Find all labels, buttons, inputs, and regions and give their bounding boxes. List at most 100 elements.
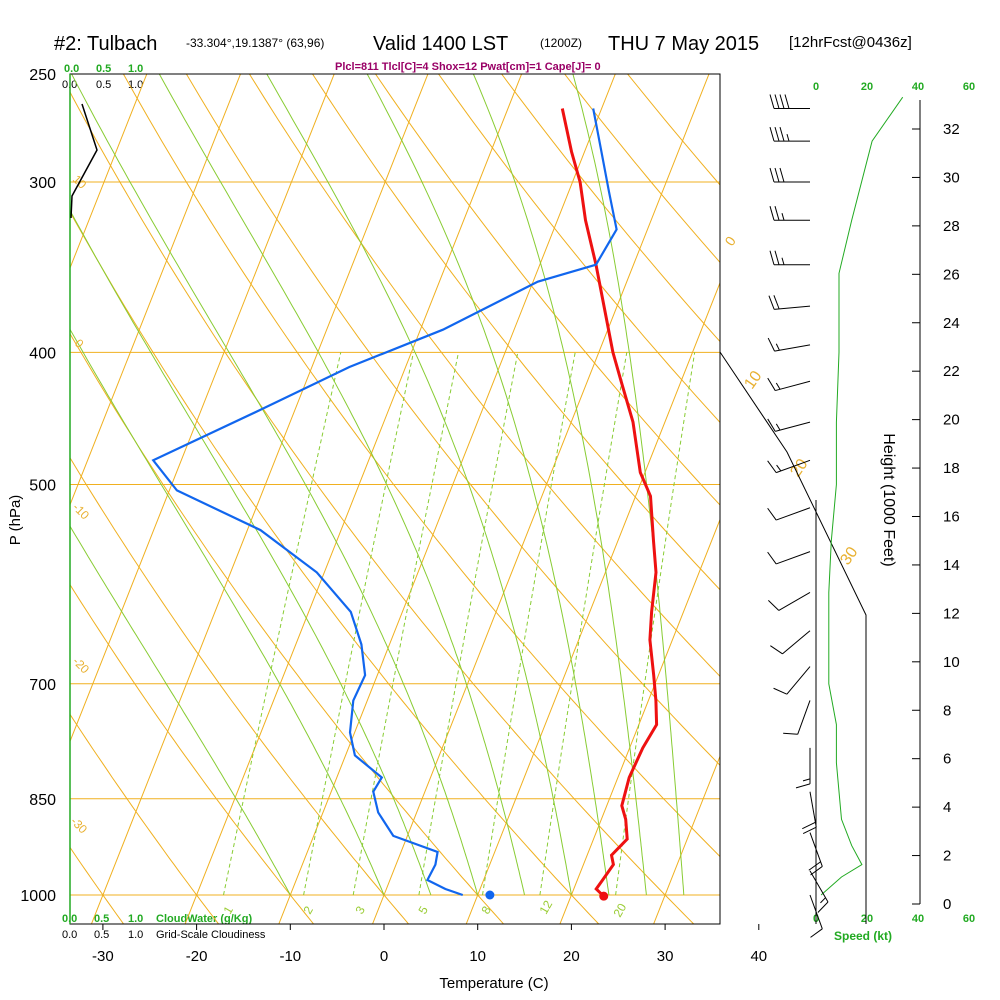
wind-barb-feather	[779, 126, 785, 142]
wind-barb-feather	[783, 732, 798, 735]
wind-barb	[770, 630, 811, 655]
pressure-tick-label: 700	[29, 677, 56, 694]
station-title: #2: Tulbach	[54, 33, 157, 55]
dry-adiabat-line	[70, 713, 219, 924]
wind-barb-feather	[768, 599, 780, 611]
cloudiness-scale-bottom-0: 0.0	[62, 929, 77, 941]
wind-barb	[769, 126, 810, 142]
dewpoint-line	[151, 108, 618, 897]
wind-barb-staff	[774, 305, 811, 310]
wind-barb	[769, 94, 810, 110]
height-tick-label: 28	[943, 218, 960, 235]
x-axis-title: Temperature (C)	[439, 975, 548, 992]
wind-barb-feather	[802, 821, 816, 830]
wind-barb-feather	[767, 460, 777, 473]
mixing-ratio-line	[223, 352, 342, 896]
valid-time: Valid 1400 LST	[373, 33, 508, 55]
stability-indices: Plcl=811 Tlcl[C]=4 Shox=12 Pwat[cm]=1 Ca…	[335, 61, 601, 73]
height-tick-label: 32	[943, 121, 960, 138]
wind-barb-half-feather	[775, 423, 781, 431]
dry-adiabat-line	[122, 74, 720, 858]
cloudwater-scale-top-2: 1.0	[128, 63, 143, 75]
isotherm-line	[184, 74, 523, 924]
height-tick-label: 10	[943, 654, 960, 671]
dry-adiabat-line	[500, 74, 720, 343]
wind-barb-staff	[775, 421, 811, 432]
dry-adiabat-line	[70, 583, 314, 924]
pressure-tick-label: 400	[29, 345, 56, 362]
dry-adiabat-line	[70, 332, 504, 924]
temperature-line	[560, 108, 659, 898]
cloudwater-scale-bottom-2: 1.0	[128, 913, 143, 925]
wind-barb-staff	[797, 700, 811, 735]
isotherm-line	[372, 74, 710, 924]
y-axis-title: P (hPa)	[7, 495, 24, 546]
height-tick-label: 22	[943, 363, 960, 380]
wind-barb-feather	[768, 295, 775, 310]
height-tick-label: 6	[943, 751, 951, 768]
wind-barb-staff	[809, 832, 823, 867]
wind-barb	[808, 832, 823, 876]
dry-adiabat-label: -10	[70, 500, 92, 522]
dry-adiabat-line	[70, 91, 694, 924]
isotherm-line	[90, 74, 429, 924]
speed-bottom-20: 20	[861, 913, 873, 925]
station-coords: -33.304°,19.1387° (63,96)	[186, 36, 324, 50]
cloudiness-scale-top-1: 0.5	[96, 79, 111, 91]
mixing-ratio-line	[418, 352, 519, 896]
isotherm-line	[653, 754, 720, 924]
wind-barb-half-feather	[775, 343, 780, 351]
wind-barb	[783, 700, 811, 735]
mixing-ratio-line	[303, 352, 414, 896]
temperature-tick-label: 40	[750, 948, 767, 965]
wind-barb-feather	[784, 94, 790, 109]
wind-barb	[809, 894, 823, 938]
wind-barb-feather	[767, 507, 777, 521]
surface-dewpoint-marker	[485, 890, 495, 900]
moist-adiabat-line	[158, 74, 525, 896]
wind-barb-feather	[774, 167, 780, 183]
mixing-ratio-label: 3	[352, 903, 368, 916]
mixing-ratio-label: 20	[610, 901, 629, 920]
cloudiness-label: Grid-Scale Cloudiness	[156, 929, 266, 941]
wind-barb-feather	[773, 295, 780, 310]
wind-barb	[767, 459, 811, 474]
temperature-tick-label: -30	[92, 948, 114, 965]
dry-adiabat-line	[70, 210, 599, 924]
wind-panel	[719, 94, 904, 938]
isotherm-label: 30	[837, 544, 861, 568]
wind-barb	[769, 167, 810, 183]
wind-barb-feather	[817, 901, 829, 913]
cloudwater-scale-bottom-1: 0.5	[94, 913, 109, 925]
thermo-reference-lines	[0, 0, 720, 924]
wind-barb-staff	[774, 344, 811, 352]
wind-barb	[767, 337, 811, 352]
cloudwater-label: CloudWater (g/Kg)	[156, 913, 252, 925]
wind-barb	[809, 870, 829, 913]
height-tick-label: 8	[943, 702, 951, 719]
isotherm-line	[70, 74, 335, 743]
wind-barb	[767, 377, 811, 392]
moist-adiabat-line	[572, 74, 685, 896]
wind-barb-half-feather	[781, 213, 785, 221]
pressure-tick-label: 1000	[20, 888, 56, 905]
temperature-tick-label: -20	[186, 948, 208, 965]
wind-barb-feather	[769, 250, 775, 265]
wind-barb-feather	[779, 167, 785, 183]
height-tick-label: 18	[943, 460, 960, 477]
mixing-ratio-label: 12	[536, 898, 555, 917]
wind-barb-staff	[809, 870, 829, 903]
isotherm-line	[70, 74, 148, 270]
mixing-ratio-line	[352, 352, 459, 896]
wind-barb-feather	[779, 94, 785, 109]
dry-adiabat-line	[70, 456, 409, 924]
height-tick-label: 24	[943, 315, 960, 332]
wind-barb	[767, 507, 811, 521]
wind-barb-staff	[809, 894, 823, 929]
isotherm-line	[0, 0, 12, 924]
cloudiness-scale-bottom-2: 1.0	[128, 929, 143, 941]
wind-barb-feather	[774, 250, 780, 265]
zulu-time: (1200Z)	[540, 36, 582, 50]
speed-bottom-60: 60	[963, 913, 975, 925]
